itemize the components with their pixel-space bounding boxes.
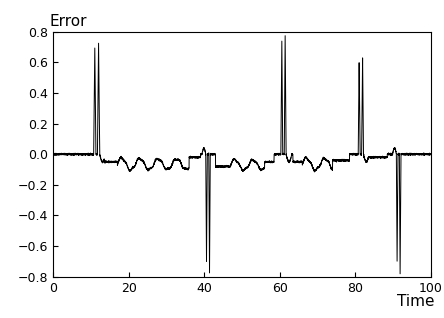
Text: Time: Time	[397, 294, 434, 309]
Text: Error: Error	[49, 14, 87, 29]
